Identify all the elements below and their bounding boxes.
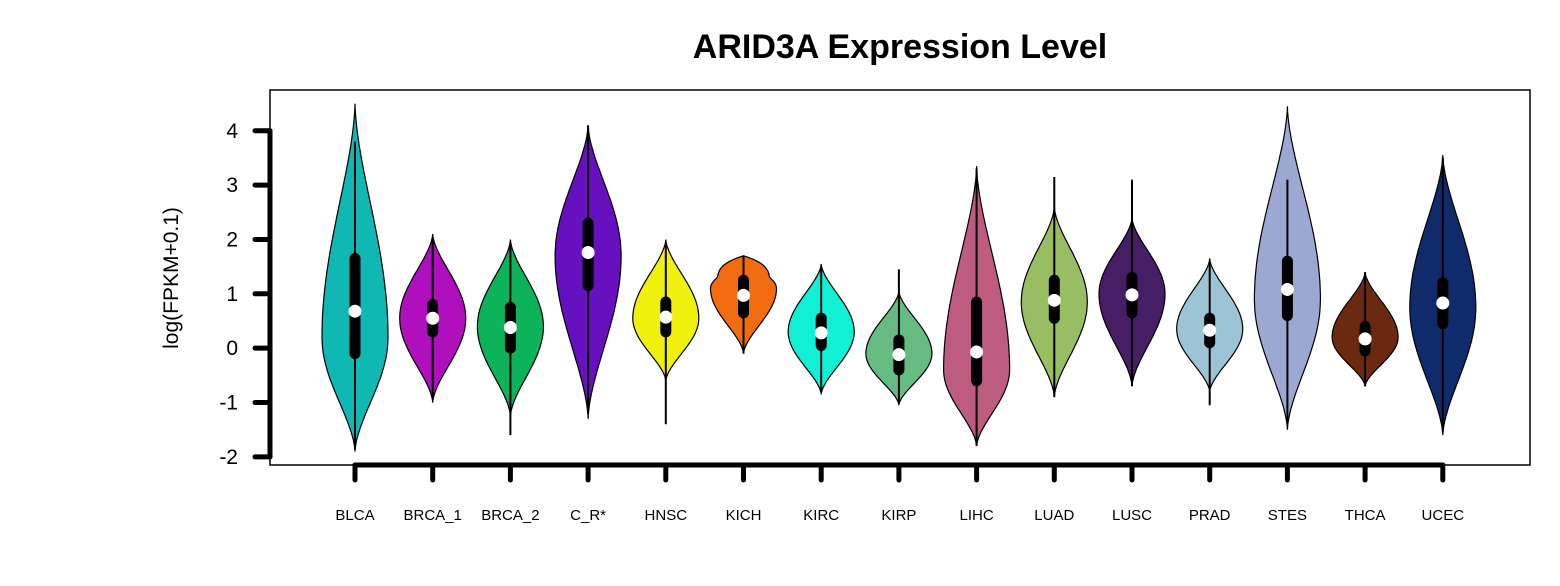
x-tick-label: KIRP	[881, 507, 916, 524]
violin-brca-1	[399, 233, 467, 403]
violin-blca	[321, 103, 389, 452]
x-tick-label: C_R*	[570, 507, 606, 524]
y-axis-label: log(FPKM+0.1)	[160, 207, 183, 349]
violin-median-point	[1125, 288, 1139, 302]
violin-thca	[1331, 272, 1399, 387]
violin-median-point	[1203, 323, 1217, 337]
violin-median-point	[1280, 282, 1294, 296]
violin-median-point	[892, 348, 906, 362]
x-tick-label: KICH	[726, 507, 762, 524]
x-tick-label: KIRC	[803, 507, 839, 524]
violin-median-point	[737, 288, 750, 302]
violin-kich	[709, 255, 778, 354]
y-tick-label: 4	[226, 120, 238, 143]
y-tick-label: 1	[226, 283, 238, 306]
violin-median-point	[1436, 296, 1450, 310]
violin-kirc	[787, 263, 855, 395]
x-tick-label: PRAD	[1189, 507, 1231, 524]
violin-luad	[1020, 176, 1088, 398]
x-axis: BLCA BRCA_1 BRCA_2 C_R* HNSC KICH KIRC KIRP LIHC…	[335, 462, 1465, 524]
violin-median-point	[503, 321, 517, 334]
violin-brca-2	[476, 239, 544, 436]
x-tick-label: LIHC	[960, 507, 994, 524]
violin-stes	[1253, 106, 1321, 430]
y-tick-label: -1	[219, 392, 238, 415]
x-tick-label: LUAD	[1034, 507, 1074, 524]
violin-c-r-	[554, 125, 622, 419]
violin-median-point	[1358, 332, 1372, 346]
violin-median-point	[426, 311, 440, 325]
violin-lihc	[943, 166, 1011, 447]
x-tick-label: STES	[1268, 507, 1307, 524]
plot-frame	[269, 89, 1531, 466]
chart-title: ARID3A Expression Level	[693, 28, 1107, 66]
violin-median-point	[814, 326, 828, 340]
x-tick-label: HNSC	[645, 507, 688, 524]
violin-prad	[1176, 258, 1244, 406]
violin-hnsc	[632, 239, 700, 425]
x-tick-label: THCA	[1345, 507, 1386, 524]
x-tick-label: UCEC	[1422, 507, 1465, 524]
x-tick-label: BLCA	[335, 507, 374, 524]
y-tick-label: 2	[226, 228, 238, 251]
violin-median-point	[659, 310, 673, 324]
violin-ucec	[1409, 155, 1477, 436]
violin-median-point	[581, 246, 595, 259]
y-tick-label: 0	[226, 337, 238, 360]
x-tick-label: BRCA_2	[481, 507, 539, 524]
violin-median-point	[970, 345, 984, 359]
violin-median-point	[348, 304, 362, 318]
violin-lusc	[1098, 179, 1166, 387]
y-axis: -2 -1 0 1 2 3 4	[219, 120, 273, 469]
x-tick-label: BRCA_1	[404, 507, 462, 524]
y-tick-label: -2	[219, 446, 238, 469]
violin-median-point	[1047, 293, 1061, 307]
x-tick-label: LUSC	[1112, 507, 1152, 524]
y-tick-label: 3	[226, 174, 238, 197]
violins-layer	[321, 103, 1477, 452]
violin-kirp	[865, 269, 933, 406]
